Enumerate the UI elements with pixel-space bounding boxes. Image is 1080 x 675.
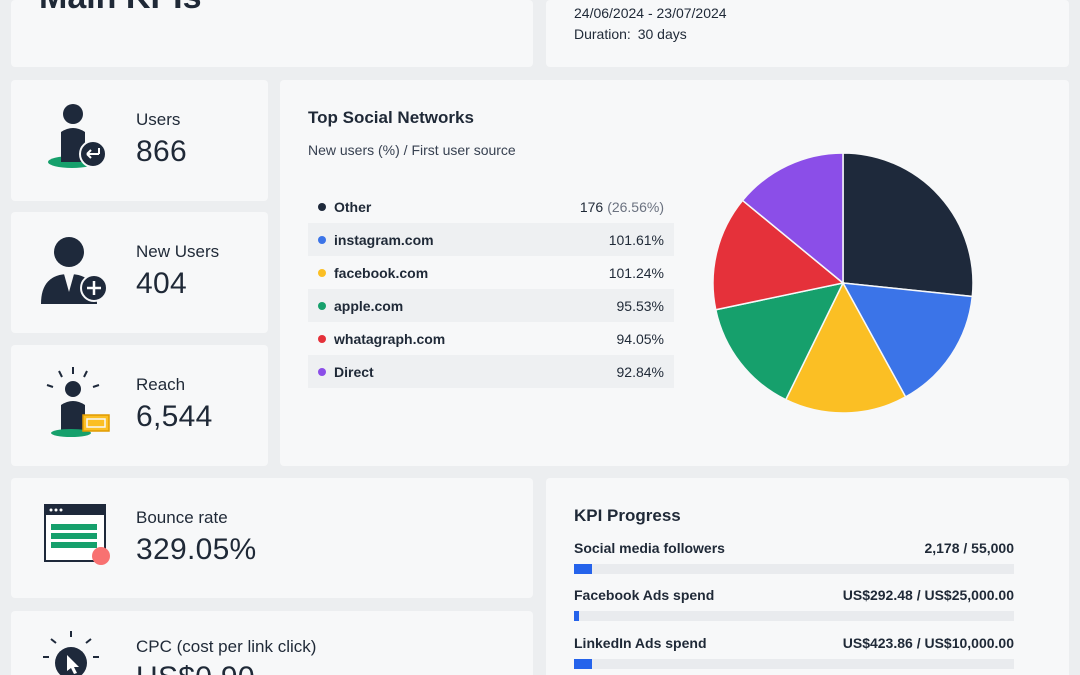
legend-dot: [318, 301, 326, 310]
pie-slice-whatagraph-com: [712, 199, 845, 311]
duration: Duration: 30 days: [574, 26, 687, 42]
kpi-progress-value: US$292.48 / US$25,000.00: [842, 587, 1014, 603]
legend-name: Direct: [334, 363, 374, 380]
bounce-window-icon: [44, 504, 110, 565]
kpi-value-reach: 6,544: [136, 400, 213, 433]
legend-name: whatagraph.com: [334, 330, 446, 347]
header-title-card: Main KPIs: [11, 0, 533, 67]
duration-label: Duration:: [574, 26, 631, 42]
pie-slice-other: [842, 152, 974, 298]
progress-fill: [574, 659, 593, 669]
cursor-click-icon: [43, 631, 99, 675]
legend-name: apple.com: [334, 297, 404, 314]
date-range-card: 24/06/2024 - 23/07/2024 Duration: 30 day…: [546, 0, 1069, 67]
kpi-progress-item: LinkedIn Ads spend US$423.86 / US$10,000…: [574, 635, 1014, 669]
kpi-card-reach: Reach 6,544: [11, 345, 268, 466]
kpi-card-bounce-rate: Bounce rate 329.05%: [11, 478, 533, 598]
kpi-label-cpc: CPC (cost per link click): [136, 637, 317, 656]
legend-dot: [318, 202, 326, 211]
kpi-value-bounce-rate: 329.05%: [136, 533, 257, 566]
legend-value: 92.84%: [616, 363, 664, 380]
date-range: 24/06/2024 - 23/07/2024: [574, 5, 727, 21]
kpi-label-new-users: New Users: [136, 242, 220, 261]
user-add-icon: [41, 237, 108, 304]
progress-track: [574, 611, 1014, 621]
pie-slice-direct: [741, 152, 844, 285]
legend-row-instagram: instagram.com 101.61%: [308, 223, 674, 256]
kpi-card-users: Users 866: [11, 80, 268, 201]
legend-row-other: Other 176 (26.56%): [308, 190, 674, 223]
kpi-progress-title: KPI Progress: [574, 506, 681, 525]
progress-track: [574, 564, 1014, 574]
legend-percent: (26.56%): [607, 198, 664, 215]
kpi-progress-value: 2,178 / 55,000: [924, 540, 1014, 556]
top-social-networks-card: Top Social Networks New users (%) / Firs…: [280, 80, 1069, 466]
duration-value: 30 days: [637, 26, 687, 42]
kpi-label-reach: Reach: [136, 375, 186, 394]
legend-value: 101.61%: [608, 231, 664, 248]
kpi-progress-card: KPI Progress Social media followers 2,17…: [546, 478, 1069, 675]
kpi-progress-label: Social media followers: [574, 540, 725, 556]
kpi-progress-item: Social media followers 2,178 / 55,000: [574, 540, 1014, 574]
social-subtitle: New users (%) / First user source: [308, 142, 516, 158]
kpi-progress-value: US$423.86 / US$10,000.00: [842, 635, 1014, 651]
progress-fill: [574, 611, 580, 621]
legend-name: facebook.com: [334, 264, 429, 281]
legend-name: Other: [334, 198, 372, 215]
legend-value: 94.05%: [616, 330, 664, 347]
kpi-card-cpc: CPC (cost per link click) US$0.90: [11, 611, 533, 675]
pie-slice-instagram-com: [841, 282, 974, 398]
social-legend: Other 176 (26.56%) instagram.com 101.61%…: [308, 190, 674, 388]
legend-dot: [318, 367, 326, 376]
legend-name: instagram.com: [334, 231, 434, 248]
kpi-card-new-users: New Users 404: [11, 212, 268, 333]
pie-slice-apple-com: [714, 281, 845, 401]
progress-track: [574, 659, 1014, 669]
legend-dot: [318, 235, 326, 244]
legend-row-whatagraph: whatagraph.com 94.05%: [308, 322, 674, 355]
legend-value: 101.24%: [608, 264, 664, 281]
user-reach-icon: [46, 367, 110, 437]
user-return-icon: [48, 104, 107, 168]
kpi-progress-item: Facebook Ads spend US$292.48 / US$25,000…: [574, 587, 1014, 621]
kpi-value-users: 866: [136, 135, 187, 168]
pie-slice-facebook-com: [784, 281, 907, 414]
kpi-label-bounce-rate: Bounce rate: [136, 508, 228, 527]
legend-row-facebook: facebook.com 101.24%: [308, 256, 674, 289]
social-pie-chart: [712, 152, 974, 414]
legend-row-direct: Direct 92.84%: [308, 355, 674, 388]
social-title: Top Social Networks: [308, 108, 474, 127]
legend-row-apple: apple.com 95.53%: [308, 289, 674, 322]
progress-fill: [574, 564, 592, 574]
kpi-value-new-users: 404: [136, 267, 187, 300]
kpi-progress-label: LinkedIn Ads spend: [574, 635, 707, 651]
kpi-progress-label: Facebook Ads spend: [574, 587, 715, 603]
legend-value: 95.53%: [616, 297, 664, 314]
legend-dot: [318, 268, 326, 277]
legend-dot: [318, 334, 326, 343]
page-title: Main KPIs: [39, 0, 201, 17]
kpi-label-users: Users: [136, 110, 181, 129]
kpi-value-cpc: US$0.90: [136, 661, 255, 675]
legend-value: 176: [579, 198, 604, 215]
